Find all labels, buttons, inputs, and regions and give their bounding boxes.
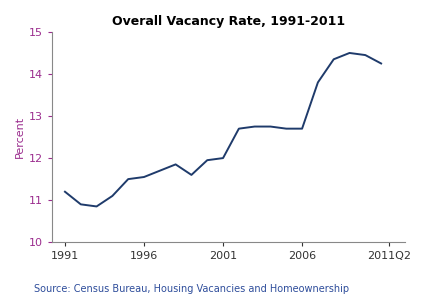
Y-axis label: Percent: Percent [15, 116, 25, 158]
Text: Source: Census Bureau, Housing Vacancies and Homeownership: Source: Census Bureau, Housing Vacancies… [34, 284, 348, 294]
Title: Overall Vacancy Rate, 1991-2011: Overall Vacancy Rate, 1991-2011 [112, 15, 344, 28]
